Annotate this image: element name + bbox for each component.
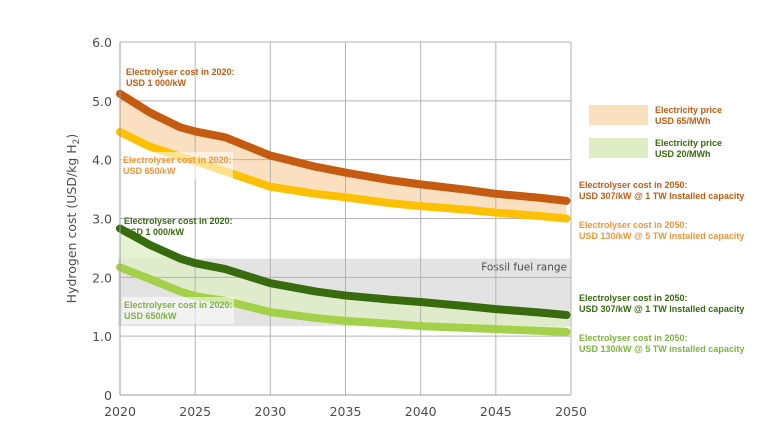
annotation-line2: USD 307/kW @ 1 TW Installed capacity <box>579 191 744 201</box>
legend-line1: Electricity price <box>655 138 722 148</box>
y-axis-label-subscript: 2 <box>72 139 82 145</box>
series-line-2 <box>116 224 571 319</box>
annotation-line2: USD 650/kW <box>123 166 176 176</box>
y-axis-label-main: Hydrogen cost (USD/kg H <box>64 144 79 303</box>
y-axis-label-close: ) <box>64 134 79 139</box>
end-annotation-0: Electrolyser cost in 2050: USD 307/kW @ 1… <box>579 180 744 201</box>
start-annotation-bg <box>121 152 233 179</box>
x-tick-label: 2020 <box>104 404 136 419</box>
y-tick-label: 3.0 <box>92 212 112 227</box>
legend-label-0: Electricity price USD 65/MWh <box>655 105 722 126</box>
x-tick-label: 2040 <box>405 404 437 419</box>
start-annotation-bg <box>122 297 234 324</box>
annotation-line2: USD 130/kW @ 5 TW installed capacity <box>579 344 744 354</box>
annotation-line2: USD 130/kW @ 5 TW installed capacity <box>579 231 744 241</box>
start-annotation-1: Electrolyser cost in 2020: USD 650/kW <box>123 155 232 176</box>
start-annotation-0: Electrolyser cost in 2020: USD 1 000/kW <box>126 67 235 88</box>
y-tick-label: 6.0 <box>92 35 112 50</box>
fossil-fuel-range-label: Fossil fuel range <box>481 262 567 274</box>
annotation-line1: Electrolyser cost in 2020: <box>123 155 232 165</box>
annotation-line1: Electrolyser cost in 2050: <box>579 333 688 343</box>
y-tick-label: 1.0 <box>92 329 112 344</box>
x-tick-label: 2025 <box>179 404 211 419</box>
series-line-0 <box>116 89 571 205</box>
end-annotation-1: Electrolyser cost in 2050: USD 130/kW @ 5… <box>579 220 744 241</box>
x-tick-label: 2035 <box>330 404 362 419</box>
start-annotation-3: Electrolyser cost in 2020: USD 650/kW <box>124 300 233 321</box>
series-line-3 <box>116 263 571 337</box>
x-tick-label: 2045 <box>480 404 512 419</box>
end-annotation-3: Electrolyser cost in 2050: USD 130/kW @ 5… <box>579 333 744 354</box>
annotation-line1: Electrolyser cost in 2050: <box>579 180 688 190</box>
start-annotation-2: Electrolyser cost in 2020: USD 1 000/kW <box>124 216 233 237</box>
annotation-line2: USD 1 000/kW <box>124 227 185 237</box>
y-tick-label: 0 <box>104 388 112 403</box>
legend-swatch-1 <box>589 138 648 158</box>
y-tick-label: 5.0 <box>92 94 112 109</box>
annotation-line2: USD 307/kW @ 1 TW Installed capacity <box>579 304 744 314</box>
annotation-line2: USD 650/kW <box>124 311 177 321</box>
annotation-line1: Electrolyser cost in 2020: <box>124 216 233 226</box>
legend-label-1: Electricity price USD 20/MWh <box>655 138 722 159</box>
end-annotation-2: Electrolyser cost in 2050: USD 307/kW @ 1… <box>579 293 744 314</box>
legend-swatch-0 <box>589 105 648 125</box>
legend-line1: Electricity price <box>655 105 722 115</box>
y-axis-label: Hydrogen cost (USD/kg H2) <box>64 134 82 304</box>
annotation-line2: USD 1 000/kW <box>126 78 187 88</box>
annotation-line1: Electrolyser cost in 2050: <box>579 293 688 303</box>
legend-line2: USD 65/MWh <box>655 116 711 126</box>
x-tick-label: 2030 <box>254 404 286 419</box>
legend-line2: USD 20/MWh <box>655 149 711 159</box>
y-tick-label: 2.0 <box>92 270 112 285</box>
annotation-line1: Electrolyser cost in 2020: <box>126 67 235 77</box>
y-tick-label: 4.0 <box>92 153 112 168</box>
annotation-line1: Electrolyser cost in 2050: <box>579 220 688 230</box>
annotation-line1: Electrolyser cost in 2020: <box>124 300 233 310</box>
x-tick-label: 2050 <box>555 404 587 419</box>
